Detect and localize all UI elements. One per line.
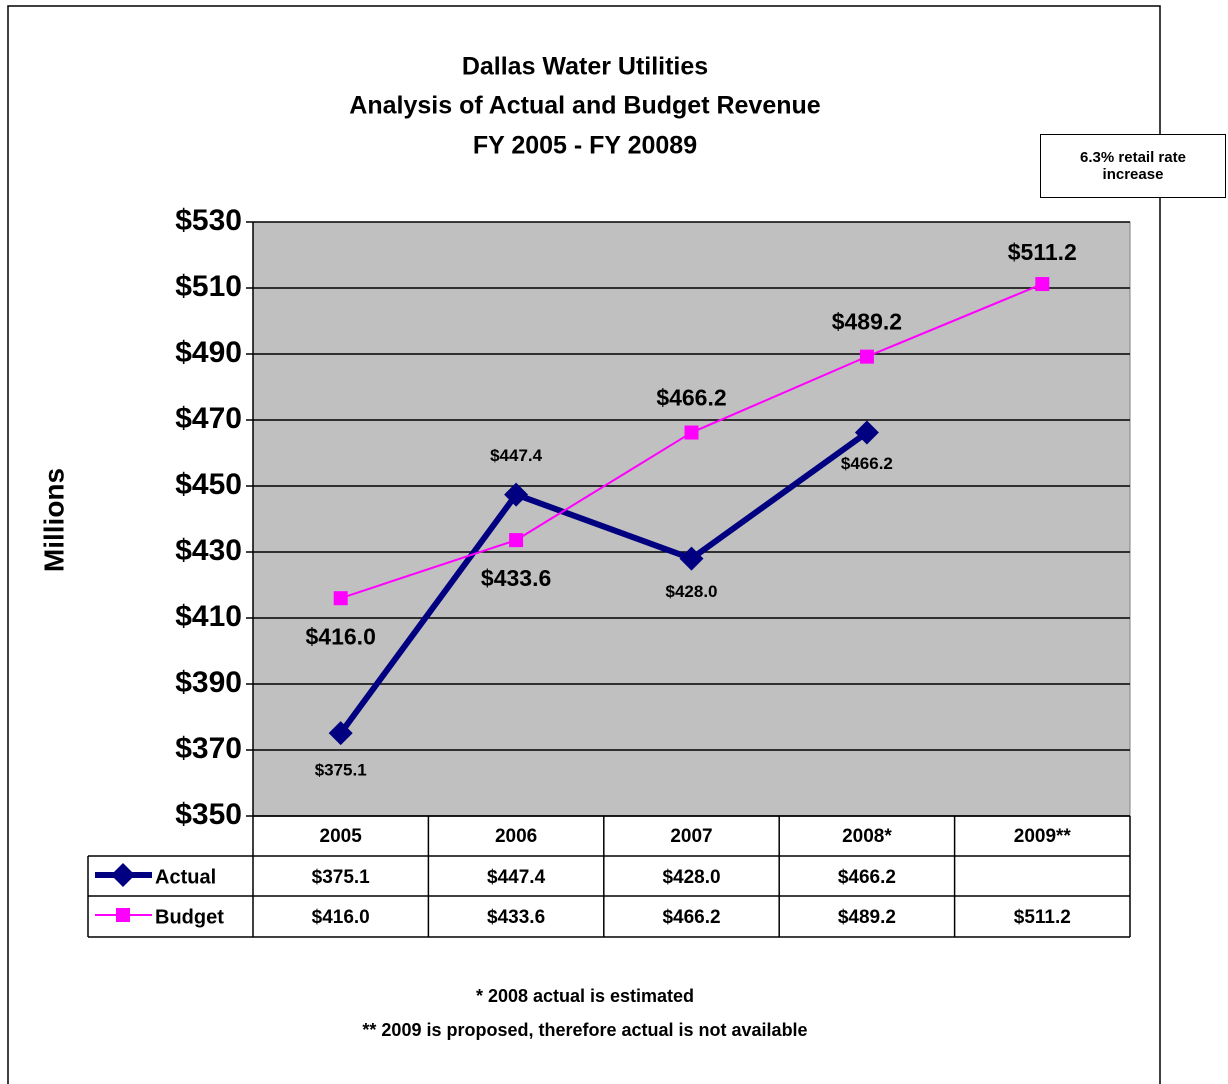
data-label: $428.0 bbox=[666, 582, 718, 601]
data-label: $489.2 bbox=[832, 309, 902, 335]
plot-area bbox=[252, 221, 1131, 817]
table-cell: $447.4 bbox=[487, 867, 546, 888]
chart-title: FY 2005 - FY 20089 bbox=[473, 132, 697, 160]
y-tick-label: $350 bbox=[175, 798, 242, 831]
data-point bbox=[504, 482, 529, 507]
y-tick-label: $470 bbox=[175, 402, 242, 435]
footnote: * 2008 actual is estimated bbox=[476, 986, 694, 1006]
table-cell: $375.1 bbox=[312, 867, 371, 888]
legend-label: Actual bbox=[155, 866, 216, 888]
table-cell: $511.2 bbox=[1014, 907, 1071, 928]
data-point bbox=[679, 546, 704, 571]
legend-marker bbox=[116, 908, 130, 922]
y-tick-label: $430 bbox=[175, 534, 242, 567]
annotation: 6.3% retail rate increase bbox=[1040, 134, 1226, 198]
data-point bbox=[333, 591, 348, 606]
legend-marker bbox=[111, 863, 135, 887]
y-tick-label: $410 bbox=[175, 600, 242, 633]
chart-title: Analysis of Actual and Budget Revenue bbox=[349, 92, 820, 120]
table-cell: $428.0 bbox=[662, 867, 720, 888]
y-tick-label: $490 bbox=[175, 336, 242, 369]
y-tick-label: $370 bbox=[175, 732, 242, 765]
data-label: $416.0 bbox=[306, 623, 376, 649]
table-cell: $466.2 bbox=[662, 907, 720, 928]
x-tick-label: 2009** bbox=[1014, 826, 1072, 847]
y-axis-label: Millions bbox=[38, 468, 69, 572]
y-tick-label: $390 bbox=[175, 666, 242, 699]
chart-title: Dallas Water Utilities bbox=[462, 53, 708, 81]
data-label: $433.6 bbox=[481, 565, 551, 591]
y-tick-label: $450 bbox=[175, 468, 242, 501]
x-tick-label: 2008* bbox=[842, 826, 892, 847]
data-label: $466.2 bbox=[656, 385, 726, 411]
x-tick-label: 2005 bbox=[320, 826, 363, 847]
data-label: $466.2 bbox=[841, 454, 893, 473]
y-tick-label: $530 bbox=[175, 204, 242, 237]
data-point bbox=[859, 349, 874, 364]
y-tick-label: $510 bbox=[175, 270, 242, 303]
table-cell: $433.6 bbox=[487, 907, 545, 928]
data-label: $511.2 bbox=[1008, 239, 1077, 265]
legend-label: Budget bbox=[155, 906, 224, 928]
table-cell: $489.2 bbox=[838, 907, 896, 928]
data-label: $375.1 bbox=[315, 761, 367, 780]
table-cell: $466.2 bbox=[838, 867, 896, 888]
data-point bbox=[854, 420, 879, 445]
x-tick-label: 2006 bbox=[495, 826, 537, 847]
x-tick-label: 2007 bbox=[670, 826, 712, 847]
footnote: ** 2009 is proposed, therefore actual is… bbox=[362, 1020, 807, 1040]
data-label: $447.4 bbox=[490, 446, 543, 465]
series-line bbox=[338, 430, 869, 735]
data-point bbox=[684, 425, 699, 440]
table-cell: $416.0 bbox=[312, 907, 370, 928]
data-point bbox=[1035, 277, 1050, 292]
data-point bbox=[328, 721, 353, 746]
data-point bbox=[509, 533, 524, 548]
